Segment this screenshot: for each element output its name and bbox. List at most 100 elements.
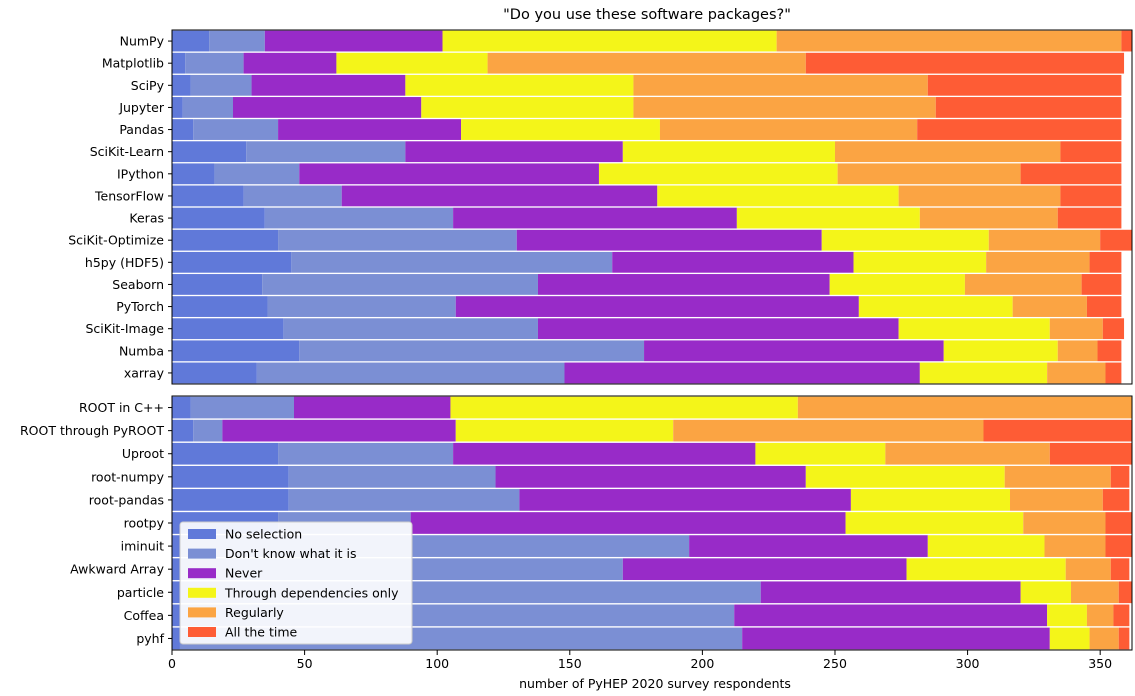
bar-pyhf-no-selection (172, 627, 180, 650)
bar-rootpy-all-the-time (1105, 512, 1132, 534)
bar-ipython-don-t-know-what-it-is (214, 163, 300, 185)
bar-rootpy-never (410, 512, 846, 534)
bar-xarray-through-dependencies-only (919, 362, 1048, 384)
bar-ipython-regularly (837, 163, 1021, 185)
bar-particle-through-dependencies-only (1020, 581, 1072, 604)
bar-pyhf-through-dependencies-only (1049, 627, 1090, 650)
x-tick-label: 200 (690, 656, 714, 671)
bar-root-through-pyroot-all-the-time (983, 419, 1132, 442)
bar-particle-never (760, 581, 1021, 604)
bar-coffea-no-selection (172, 604, 180, 627)
bar-tensorflow-through-dependencies-only (657, 185, 899, 207)
x-tick-label: 50 (297, 656, 313, 671)
bar-scikit-learn-no-selection (172, 141, 247, 163)
bar-scikit-image-regularly (1049, 318, 1103, 340)
bar-ipython-no-selection (172, 163, 215, 185)
bar-root-numpy-never (495, 465, 806, 488)
bar-scipy-through-dependencies-only (405, 74, 634, 96)
bar-root-pandas-all-the-time (1102, 489, 1130, 511)
bar-keras-no-selection (172, 207, 265, 229)
bar-numpy-never (264, 30, 443, 52)
category-label: ROOT in C++ (79, 400, 164, 415)
bar-root-in-c-no-selection (172, 396, 191, 419)
legend-entry: Never (225, 566, 263, 581)
bar-h5py-hdf5-no-selection (172, 251, 292, 273)
bar-jupyter-all-the-time (935, 97, 1122, 118)
bar-seaborn-no-selection (172, 274, 263, 295)
category-label: h5py (HDF5) (85, 255, 164, 270)
bar-root-through-pyroot-no-selection (172, 419, 194, 442)
category-label: Matplotlib (102, 56, 164, 71)
bar-h5py-hdf5-never (612, 251, 854, 273)
bar-scipy-all-the-time (927, 74, 1122, 96)
bar-root-numpy-don-t-know-what-it-is (288, 465, 496, 488)
bar-scikit-optimize-never (516, 229, 822, 251)
bar-scikit-learn-never (405, 141, 623, 163)
bar-scikit-optimize-no-selection (172, 229, 279, 251)
bar-numpy-don-t-know-what-it-is (209, 30, 265, 52)
bar-scikit-optimize-regularly (988, 229, 1101, 251)
legend-entry: Don't know what it is (225, 546, 357, 561)
category-label: root-numpy (91, 469, 165, 484)
bar-scikit-image-all-the-time (1102, 318, 1125, 340)
bar-seaborn-never (537, 274, 830, 295)
bar-root-numpy-no-selection (172, 465, 289, 488)
bar-xarray-don-t-know-what-it-is (256, 362, 565, 384)
bar-root-pandas-no-selection (172, 489, 289, 511)
bar-tensorflow-never (341, 185, 658, 207)
bar-matplotlib-don-t-know-what-it-is (185, 52, 244, 74)
category-label: NumPy (120, 34, 165, 49)
bar-numba-all-the-time (1097, 340, 1122, 362)
bar-scikit-learn-regularly (834, 141, 1061, 163)
bar-numba-regularly (1057, 340, 1098, 362)
bar-pytorch-regularly (1012, 296, 1087, 317)
bar-seaborn-through-dependencies-only (829, 274, 965, 295)
bar-root-in-c-never (293, 396, 451, 419)
bar-root-pandas-through-dependencies-only (850, 489, 1011, 511)
bar-keras-never (453, 207, 737, 229)
bar-root-in-c-regularly (797, 396, 1132, 419)
bar-scikit-learn-don-t-know-what-it-is (246, 141, 406, 163)
category-label: PyTorch (116, 299, 164, 314)
bar-coffea-all-the-time (1113, 604, 1130, 627)
bar-pytorch-no-selection (172, 296, 268, 317)
x-tick-label: 350 (1088, 656, 1112, 671)
bar-numpy-all-the-time (1121, 30, 1132, 52)
bar-xarray-never (564, 362, 920, 384)
bar-xarray-regularly (1047, 362, 1106, 384)
bar-keras-all-the-time (1057, 207, 1122, 229)
bar-awkward-array-all-the-time (1110, 558, 1130, 581)
category-label: Coffea (124, 608, 164, 623)
bar-pyhf-never (742, 627, 1050, 650)
bar-pytorch-don-t-know-what-it-is (267, 296, 456, 317)
bar-uproot-don-t-know-what-it-is (278, 442, 454, 465)
bar-scikit-image-no-selection (172, 318, 284, 340)
x-axis-label: number of PyHEP 2020 survey respondents (519, 676, 791, 691)
bar-keras-don-t-know-what-it-is (264, 207, 454, 229)
bar-uproot-regularly (885, 442, 1050, 465)
bar-root-pandas-never (519, 489, 851, 511)
category-label: SciPy (131, 78, 165, 93)
bar-root-through-pyroot-don-t-know-what-it-is (193, 419, 223, 442)
category-label: Uproot (122, 446, 164, 461)
bar-scikit-learn-all-the-time (1060, 141, 1122, 163)
bar-root-through-pyroot-regularly (673, 419, 984, 442)
bar-scipy-regularly (633, 74, 928, 96)
bar-particle-regularly (1071, 581, 1119, 604)
bar-root-numpy-through-dependencies-only (805, 465, 1005, 488)
bar-root-numpy-all-the-time (1110, 465, 1130, 488)
bar-scikit-optimize-don-t-know-what-it-is (278, 229, 517, 251)
category-label: SciKit-Learn (90, 144, 164, 159)
bar-awkward-array-regularly (1065, 558, 1111, 581)
legend: No selection Don't know what it is Never Th… (179, 521, 413, 645)
bar-tensorflow-all-the-time (1060, 185, 1122, 207)
category-label: TensorFlow (94, 188, 164, 203)
bar-numpy-no-selection (172, 30, 210, 52)
bar-h5py-hdf5-don-t-know-what-it-is (291, 251, 613, 273)
bar-jupyter-never (232, 97, 422, 118)
bar-pandas-regularly (659, 119, 918, 140)
bar-xarray-all-the-time (1105, 362, 1122, 384)
bar-tensorflow-regularly (898, 185, 1061, 207)
legend-swatch (188, 607, 216, 618)
category-label: pyhf (136, 631, 164, 646)
